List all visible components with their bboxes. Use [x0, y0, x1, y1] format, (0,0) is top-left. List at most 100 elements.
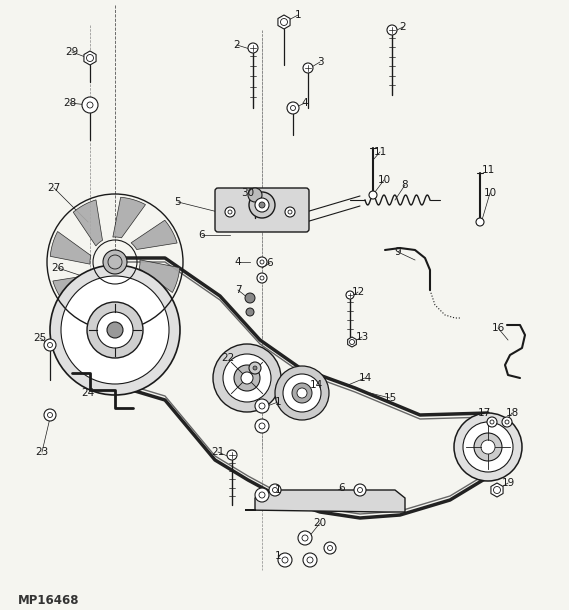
Circle shape — [253, 366, 257, 370]
Circle shape — [283, 374, 321, 412]
Text: 1: 1 — [275, 551, 281, 561]
Text: 8: 8 — [402, 180, 409, 190]
Circle shape — [44, 409, 56, 421]
Polygon shape — [278, 15, 290, 29]
Circle shape — [354, 484, 366, 496]
Circle shape — [225, 207, 235, 217]
Text: 3: 3 — [317, 57, 323, 67]
Polygon shape — [491, 483, 503, 497]
Circle shape — [227, 450, 237, 460]
Text: 10: 10 — [377, 175, 390, 185]
Text: 18: 18 — [505, 408, 518, 418]
Circle shape — [502, 417, 512, 427]
Circle shape — [292, 383, 312, 403]
Circle shape — [346, 291, 354, 299]
Polygon shape — [139, 260, 180, 293]
Circle shape — [454, 413, 522, 481]
Circle shape — [481, 440, 495, 454]
Circle shape — [369, 191, 377, 199]
Circle shape — [246, 308, 254, 316]
Polygon shape — [245, 490, 405, 512]
Circle shape — [287, 102, 299, 114]
Polygon shape — [348, 337, 356, 347]
Polygon shape — [131, 220, 177, 249]
Text: 2: 2 — [234, 40, 240, 50]
FancyBboxPatch shape — [215, 188, 309, 232]
Circle shape — [275, 366, 329, 420]
Text: 12: 12 — [352, 287, 365, 297]
Circle shape — [387, 25, 397, 35]
Text: 27: 27 — [47, 183, 61, 193]
Circle shape — [82, 97, 98, 113]
Polygon shape — [84, 286, 117, 327]
Text: 20: 20 — [314, 518, 327, 528]
Circle shape — [285, 207, 295, 217]
Circle shape — [463, 422, 513, 472]
Text: 7: 7 — [234, 285, 241, 295]
Circle shape — [44, 339, 56, 351]
Circle shape — [248, 43, 258, 53]
Polygon shape — [127, 278, 157, 324]
Circle shape — [303, 63, 313, 73]
Circle shape — [269, 484, 281, 496]
Text: 29: 29 — [65, 47, 79, 57]
Circle shape — [298, 531, 312, 545]
Circle shape — [245, 293, 255, 303]
Text: 10: 10 — [484, 188, 497, 198]
Circle shape — [61, 276, 169, 384]
Circle shape — [234, 365, 260, 391]
Circle shape — [257, 273, 267, 283]
Text: MP16468: MP16468 — [18, 594, 80, 606]
Text: 25: 25 — [34, 333, 47, 343]
Polygon shape — [53, 274, 99, 304]
Circle shape — [476, 218, 484, 226]
Text: 6: 6 — [339, 483, 345, 493]
Text: 1: 1 — [275, 485, 281, 495]
Text: 6: 6 — [267, 258, 273, 268]
Polygon shape — [113, 197, 146, 238]
Circle shape — [103, 250, 127, 274]
Text: 30: 30 — [241, 188, 254, 198]
Circle shape — [50, 265, 180, 395]
Circle shape — [257, 257, 267, 267]
Circle shape — [249, 192, 275, 218]
Circle shape — [297, 388, 307, 398]
Text: 16: 16 — [492, 323, 505, 333]
Circle shape — [255, 419, 269, 433]
Circle shape — [213, 344, 281, 412]
Circle shape — [474, 433, 502, 461]
Circle shape — [223, 354, 271, 402]
Text: 15: 15 — [384, 393, 397, 403]
Text: 1: 1 — [295, 10, 302, 20]
Text: 1: 1 — [275, 397, 281, 407]
Text: 21: 21 — [211, 447, 225, 457]
Circle shape — [324, 542, 336, 554]
Circle shape — [255, 488, 269, 502]
Text: 6: 6 — [199, 230, 205, 240]
Text: 14: 14 — [310, 380, 323, 390]
Text: 19: 19 — [501, 478, 514, 488]
Circle shape — [249, 362, 261, 374]
Circle shape — [278, 553, 292, 567]
Text: 9: 9 — [395, 247, 401, 257]
Text: 22: 22 — [221, 353, 234, 363]
Text: 11: 11 — [373, 147, 386, 157]
Circle shape — [97, 312, 133, 348]
Circle shape — [107, 322, 123, 338]
Text: 13: 13 — [356, 332, 369, 342]
Circle shape — [87, 302, 143, 358]
Polygon shape — [73, 200, 102, 246]
Circle shape — [303, 553, 317, 567]
Circle shape — [241, 372, 253, 384]
Text: 4: 4 — [302, 98, 308, 108]
Text: 2: 2 — [399, 22, 406, 32]
Text: 5: 5 — [175, 197, 182, 207]
Text: 11: 11 — [481, 165, 494, 175]
Circle shape — [255, 198, 269, 212]
Circle shape — [248, 188, 262, 202]
Polygon shape — [50, 231, 91, 264]
Circle shape — [259, 202, 265, 208]
Text: 24: 24 — [81, 388, 94, 398]
Polygon shape — [84, 51, 96, 65]
Text: 14: 14 — [358, 373, 372, 383]
